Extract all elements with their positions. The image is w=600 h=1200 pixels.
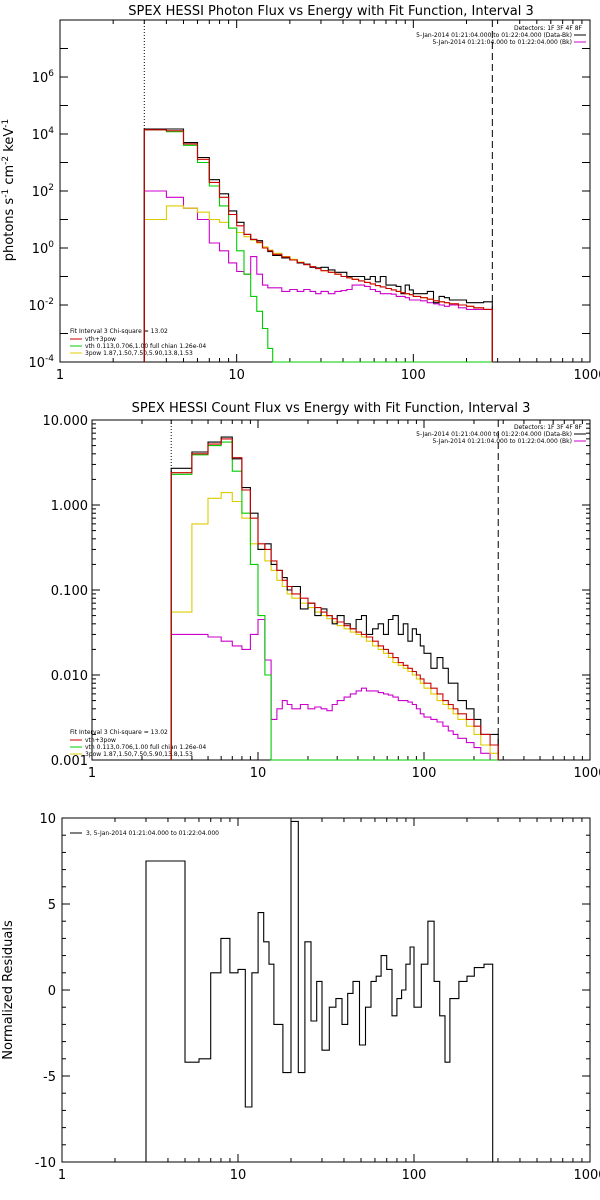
residuals-y-axis-label: Normalized Residuals (1, 920, 16, 1060)
photon-info-block: Detectors: 1F 3F 4F 8F 5-Jan-2014 01:21:… (416, 25, 586, 46)
y-tick-label: 5 (48, 898, 56, 913)
y-tick-label: 100 (32, 240, 55, 257)
count-legend: Fit Interval 3 Chi-square = 13.02 vth+3p… (70, 729, 206, 758)
photon-databk-text: 5-Jan-2014 01:21:04.000 to 01:22:04.000 … (416, 32, 572, 39)
y-tick-label: 10-4 (28, 354, 54, 371)
y-tick-label: 1.000 (51, 499, 88, 514)
y-tick-label: 0.010 (51, 669, 88, 684)
count-info-block: Detectors: 1F 3F 4F 8F 5-Jan-2014 01:21:… (416, 424, 586, 445)
series-bk (143, 190, 493, 362)
photon-legend-item-2: vth 0.113,0.706,1.00 full chian 1.26e-04 (85, 343, 206, 350)
photon-flux-panel: SPEX HESSI Photon Flux vs Energy with Fi… (1, 4, 600, 383)
residuals-panel: Normalized Residuals 3, 5-Jan-2014 01:21… (1, 812, 600, 1183)
y-tick-label: 102 (32, 183, 54, 200)
photon-bk-text: 5-Jan-2014 01:21:04.000 to 01:22:04.000 … (432, 39, 572, 46)
series-data-bk (143, 128, 493, 362)
count-bk-text: 5-Jan-2014 01:21:04.000 to 01:22:04.000 … (432, 438, 572, 445)
series-vth (170, 441, 499, 761)
count-databk-text: 5-Jan-2014 01:21:04.000 to 01:22:04.000 … (416, 431, 572, 438)
y-tick-label: 10-2 (28, 297, 54, 314)
x-tick-label: 10 (250, 766, 267, 781)
y-tick-label: -5 (43, 1070, 56, 1085)
x-tick-label: 100 (401, 368, 426, 383)
y-tick-label: 0 (48, 984, 56, 999)
x-tick-label: 10 (228, 368, 245, 383)
x-tick-label: 10 (230, 1168, 247, 1183)
series-fit-total (143, 129, 493, 362)
y-tick-label: 10 (39, 812, 56, 827)
x-tick-label: 1 (56, 368, 64, 383)
y-tick-label: 0.001 (51, 754, 88, 769)
series-3pow (170, 492, 499, 760)
count-series-group (170, 420, 499, 761)
series-residuals (145, 820, 494, 1162)
series-3pow (143, 205, 493, 362)
count-plot-frame (91, 419, 591, 761)
photon-panel-title: SPEX HESSI Photon Flux vs Energy with Fi… (128, 4, 534, 19)
residuals-legend-item: 3, 5-Jan-2014 01:21:04.000 to 01:22:04.0… (86, 830, 219, 837)
y-tick-label: 106 (32, 69, 55, 86)
x-tick-label: 1 (58, 1168, 66, 1183)
count-detectors-text: Detectors: 1F 3F 4F 8F (514, 424, 583, 431)
x-tick-label: 100 (412, 766, 437, 781)
series-bk (170, 618, 499, 761)
count-panel-title: SPEX HESSI Count Flux vs Energy with Fit… (132, 401, 531, 416)
residuals-legend: 3, 5-Jan-2014 01:21:04.000 to 01:22:04.0… (70, 830, 219, 837)
series-vth (143, 129, 493, 363)
count-flux-panel: SPEX HESSI Count Flux vs Energy with Fit… (43, 401, 600, 781)
count-legend-item-1: vth+3pow (85, 737, 116, 744)
photon-plot-frame (59, 19, 591, 363)
residuals-plot-frame (61, 817, 591, 1163)
count-legend-item-2: vth 0.113,0.706,1.00 full chian 1.26e-04 (85, 744, 206, 751)
photon-detectors-text: Detectors: 1F 3F 4F 8F (514, 25, 583, 32)
series-data-bk (170, 436, 499, 760)
photon-legend-header: Fit Interval 3 Chi-square = 13.02 (70, 328, 168, 335)
x-tick-label: 1 (88, 766, 96, 781)
count-legend-item-3: 3pow 1.87,1.50,7.50,5.90,13.8,1.53 (85, 751, 193, 758)
residuals-series-group (145, 820, 494, 1162)
photon-legend-item-3: 3pow 1.87,1.50,7.50,5.90,13.8,1.53 (85, 350, 193, 357)
count-legend-header: Fit Interval 3 Chi-square = 13.02 (70, 729, 168, 736)
y-tick-label: 10.000 (43, 414, 89, 429)
photon-legend-item-1: vth+3pow (85, 336, 116, 343)
photon-series-group (143, 20, 493, 363)
y-tick-label: 0.100 (51, 584, 88, 599)
x-tick-label: 100 (402, 1168, 427, 1183)
photon-y-axis-label: photons s-1 cm-2 keV-1 (1, 119, 17, 261)
photon-legend: Fit Interval 3 Chi-square = 13.02 vth+3p… (70, 328, 206, 357)
y-tick-label: 104 (32, 126, 55, 143)
y-tick-label: -10 (35, 1156, 56, 1171)
series-fit-total (170, 438, 499, 760)
